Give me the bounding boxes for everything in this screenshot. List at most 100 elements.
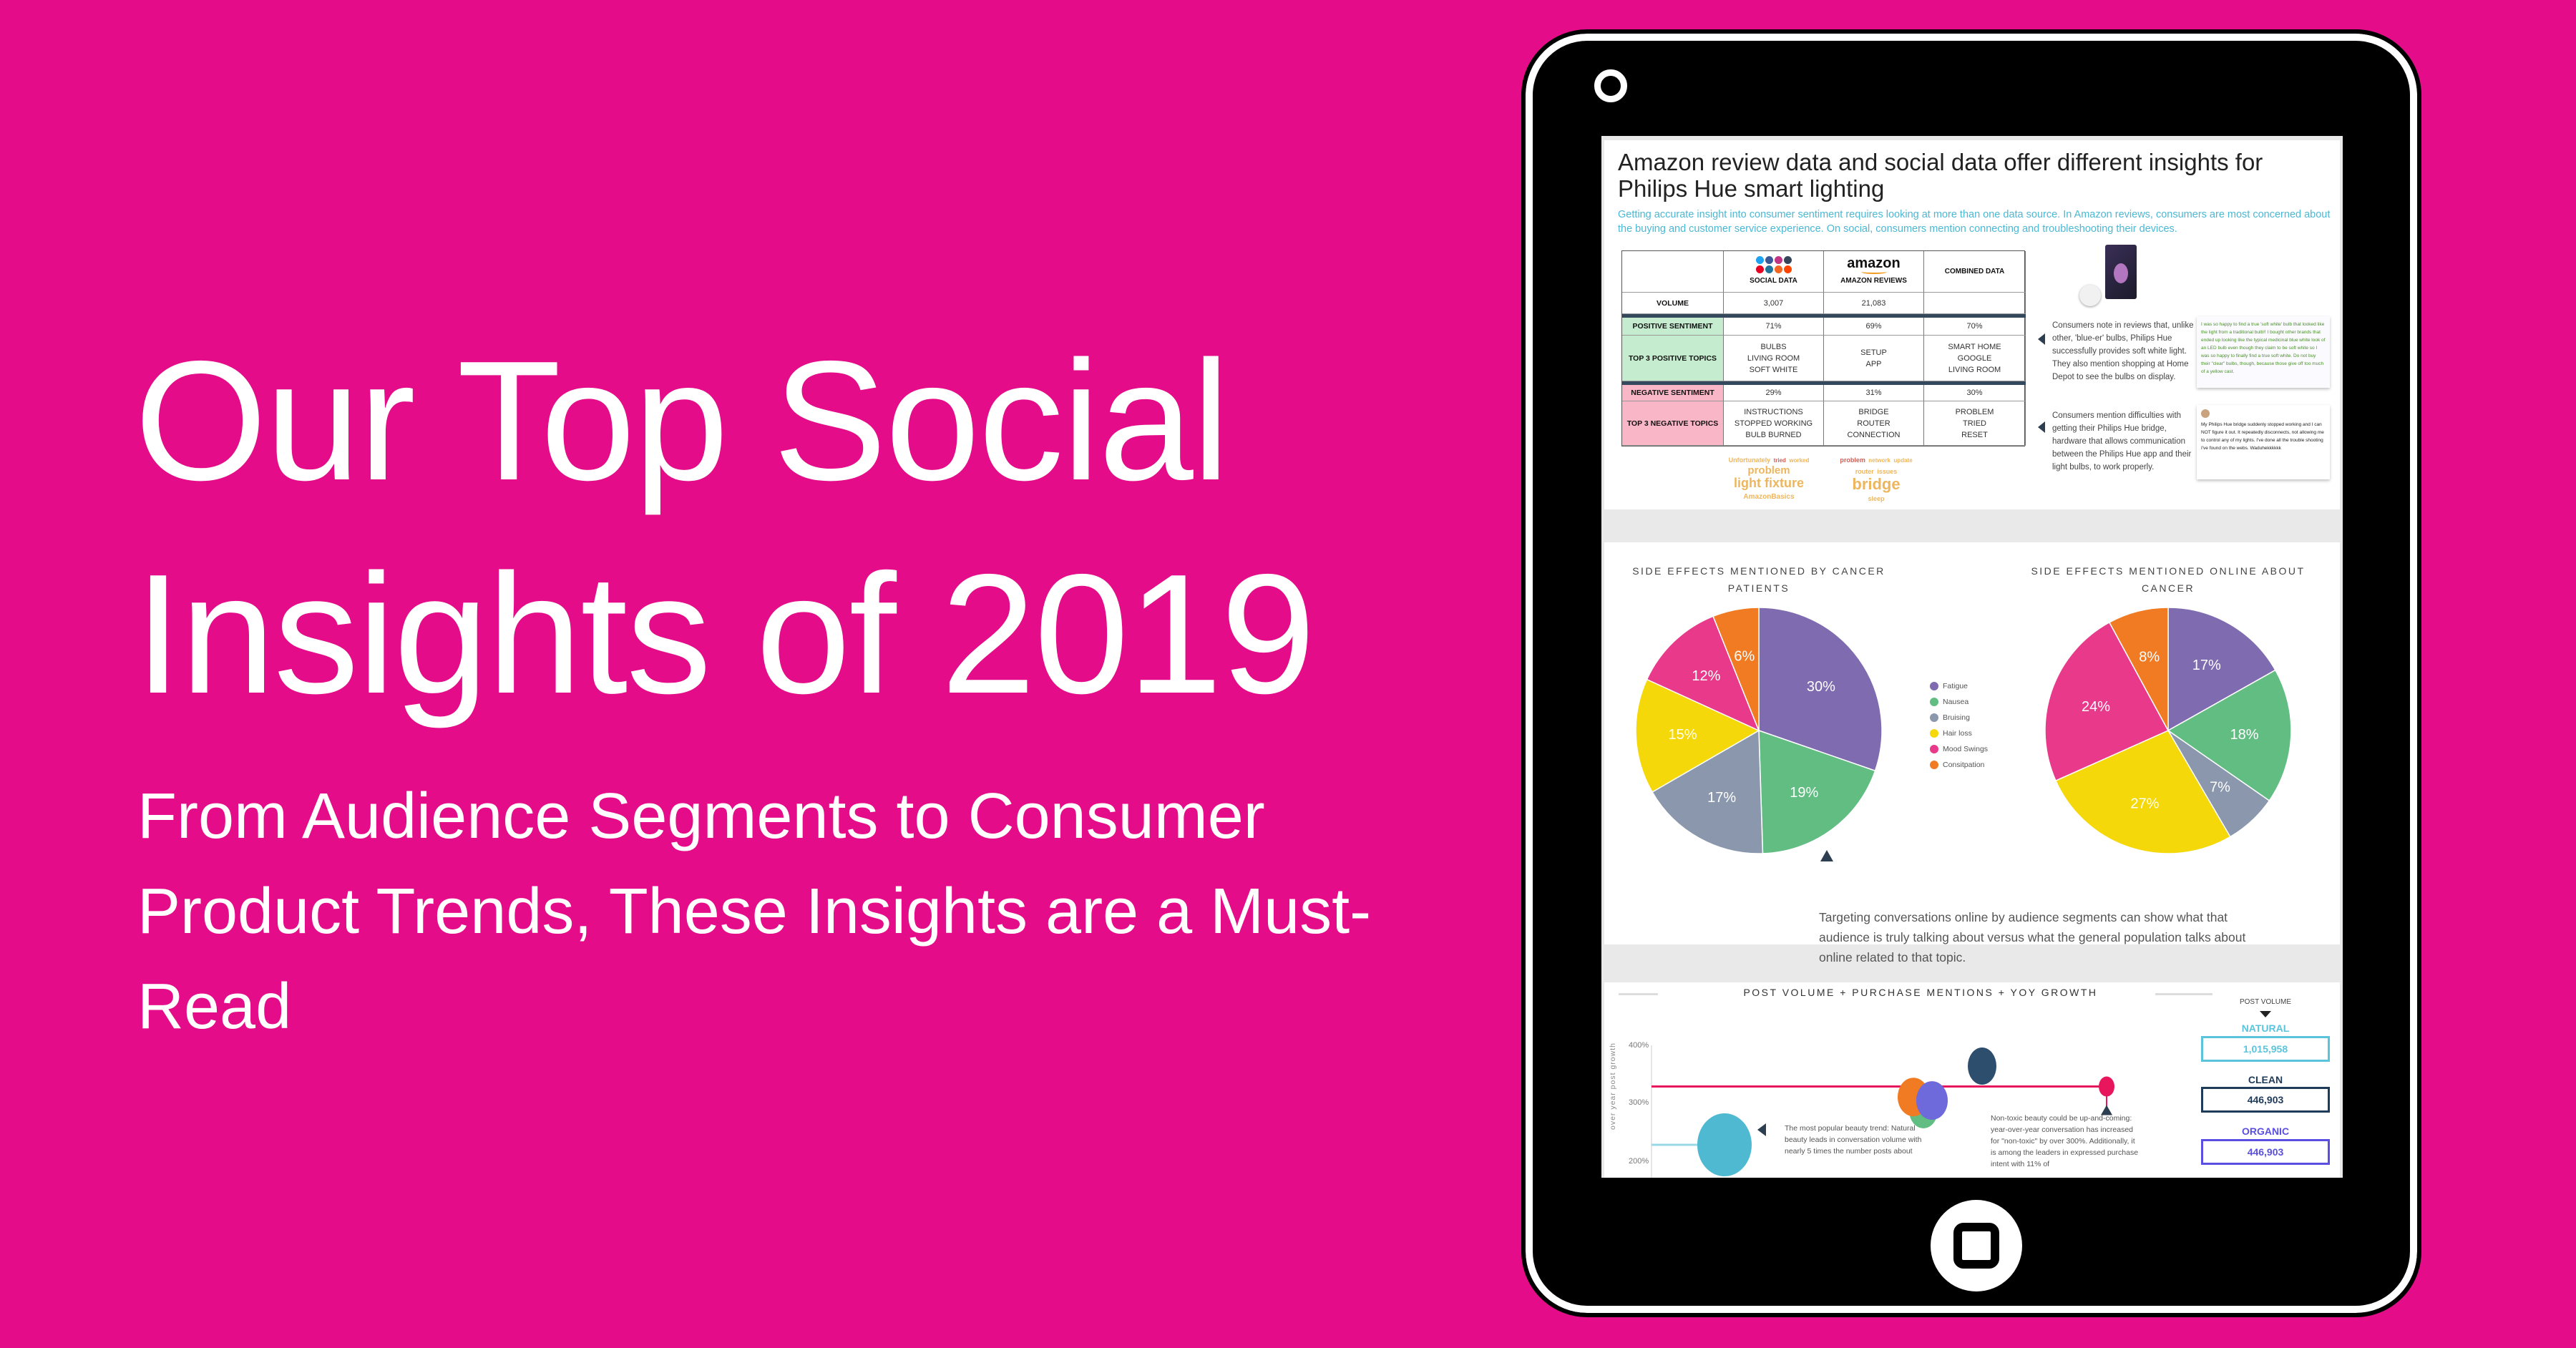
legend-item: Hair loss	[1930, 726, 1988, 741]
rss-icon	[1774, 265, 1782, 273]
row-label: NEGATIVE SENTIMENT	[1622, 385, 1724, 401]
row-divider	[1622, 381, 2026, 385]
cloud-word: network	[1868, 457, 1890, 464]
cell: 69%	[1824, 318, 1924, 336]
cell: SMART HOME GOOGLE LIVING ROOM	[1924, 336, 2026, 381]
insight-note: Non-toxic beauty could be up-and-coming:…	[1991, 1114, 2139, 1168]
natural-value-box: 1,015,958	[2201, 1036, 2330, 1062]
topic: PROBLEM	[1955, 407, 1994, 416]
topic: INSTRUCTIONS	[1744, 407, 1803, 416]
slice-label: 17%	[2192, 658, 2221, 673]
topic: TRIED	[1963, 419, 1986, 428]
pie-slice-mood-swings	[1646, 615, 1760, 732]
legend-label: Hair loss	[1943, 729, 1972, 738]
topic: GOOGLE	[1957, 353, 1992, 363]
pie-slice-nausea	[2167, 669, 2292, 802]
legend-label: Consitpation	[1943, 761, 1985, 769]
cloud-word: update	[1893, 457, 1913, 464]
philips-hue-product-image	[2077, 245, 2142, 313]
cloud-word: AmazonBasics	[1743, 493, 1795, 501]
pie-slice-consitpation	[2108, 607, 2169, 731]
insight-note: The most popular beauty trend: Natural b…	[1785, 1124, 1922, 1156]
home-button[interactable]	[1931, 1200, 2022, 1291]
header-label: COMBINED DATA	[1944, 267, 2005, 275]
cloud-word: problem	[1840, 456, 1865, 464]
cell: 31%	[1824, 385, 1924, 401]
twitter-icon	[1755, 256, 1764, 264]
word-cloud-negative-social: problem network update router issues bri…	[1826, 454, 1926, 504]
cloud-word: router	[1855, 468, 1874, 475]
slice-label: 15%	[1668, 727, 1697, 743]
instagram-icon	[1774, 256, 1782, 264]
topic: BRIDGE	[1858, 407, 1889, 416]
cloud-word: sleep	[1868, 495, 1885, 502]
cell: BULBS LIVING ROOM SOFT WHITE	[1724, 336, 1824, 381]
cell: 21,083	[1824, 293, 1924, 314]
bulb-icon	[2079, 285, 2101, 306]
slice-label: 27%	[2130, 796, 2159, 812]
topic: BULB BURNED	[1745, 430, 1802, 439]
pie-slice-mood-swings	[2044, 621, 2170, 782]
title-rule	[1619, 993, 1658, 995]
slice-label: 30%	[1807, 679, 1835, 695]
topic: LIVING ROOM	[1747, 353, 1800, 363]
cell: BRIDGE ROUTER CONNECTION	[1824, 401, 1924, 446]
pointer-arrow-up-icon	[1820, 850, 1833, 861]
cell: INSTRUCTIONS STOPPED WORKING BULB BURNED	[1724, 401, 1824, 446]
legend-item: Bruising	[1930, 710, 1988, 726]
card-subtitle: Getting accurate insight into consumer s…	[1618, 209, 2331, 235]
cell: 70%	[1924, 318, 2026, 336]
legend-item: Nausea	[1930, 694, 1988, 710]
header-social: SOCIAL DATA	[1724, 251, 1824, 293]
cloud-word: problem	[1747, 464, 1790, 477]
legend-swatch	[1930, 698, 1938, 706]
pinterest-icon	[1755, 265, 1764, 273]
y-tick: 400%	[1629, 1041, 1649, 1050]
y-tick: 200%	[1629, 1157, 1649, 1166]
topic: SETUP	[1860, 348, 1887, 357]
header-amazon: amazon AMAZON REVIEWS	[1824, 251, 1924, 293]
legend-label: Nausea	[1943, 698, 1969, 706]
hero-subtitle: From Audience Segments to Consumer Produ…	[137, 781, 1372, 1042]
reddit-icon	[1783, 265, 1792, 273]
legend-item: Mood Swings	[1930, 741, 1988, 757]
pointer-arrow-up-icon	[2101, 1105, 2112, 1115]
avatar	[2201, 409, 2210, 418]
legend-swatch	[1930, 713, 1938, 722]
cell: PROBLEM TRIED RESET	[1924, 401, 2026, 446]
legend-item: Fatigue	[1930, 678, 1988, 694]
bubble-chart	[1651, 1045, 2114, 1178]
cell: 3,007	[1724, 293, 1824, 314]
slice-label: 8%	[2139, 650, 2160, 665]
table-corner	[1622, 251, 1724, 293]
row-label: TOP 3 NEGATIVE TOPICS	[1622, 401, 1724, 446]
topic: BULBS	[1760, 342, 1787, 351]
down-arrow-icon	[2260, 1011, 2271, 1017]
bubble-point	[1968, 1047, 1996, 1085]
card-title: Amazon review data and social data offer…	[1618, 149, 2263, 202]
pointer-arrow-icon	[2038, 421, 2045, 433]
social-icons	[1755, 256, 1792, 273]
post-volume-card: POST VOLUME + PURCHASE MENTIONS + YOY GR…	[1604, 982, 2340, 1178]
slice-label: 18%	[2230, 727, 2259, 743]
pie-slice-consitpation	[1712, 607, 1760, 731]
camera-icon	[1594, 69, 1627, 102]
pointer-arrow-icon	[2038, 333, 2045, 345]
row-label: POSITIVE SENTIMENT	[1622, 318, 1724, 336]
row-label: VOLUME	[1622, 293, 1724, 314]
philips-hue-card: Amazon review data and social data offer…	[1604, 140, 2340, 509]
post-volume-label: POST VOLUME	[2239, 998, 2292, 1006]
pie-title: SIDE EFFECTS MENTIONED BY CANCER PATIENT…	[1632, 565, 1885, 594]
clean-value-box: 446,903	[2201, 1087, 2330, 1113]
comparison-table: SOCIAL DATA amazon AMAZON REVIEWS COMBIN…	[1621, 250, 2026, 446]
header-label: AMAZON REVIEWS	[1840, 276, 1907, 285]
slice-label: 17%	[1707, 790, 1736, 806]
legend-swatch	[1930, 745, 1938, 753]
hero-title-line: Our Top Social	[135, 326, 1230, 516]
clean-label: CLEAN	[2248, 1074, 2283, 1085]
topic: SOFT WHITE	[1749, 365, 1798, 374]
tweet-header	[2201, 409, 2326, 418]
tablet-screen: Amazon review data and social data offer…	[1601, 136, 2343, 1178]
topic: ROUTER	[1857, 419, 1890, 428]
legend-swatch	[1930, 761, 1938, 769]
